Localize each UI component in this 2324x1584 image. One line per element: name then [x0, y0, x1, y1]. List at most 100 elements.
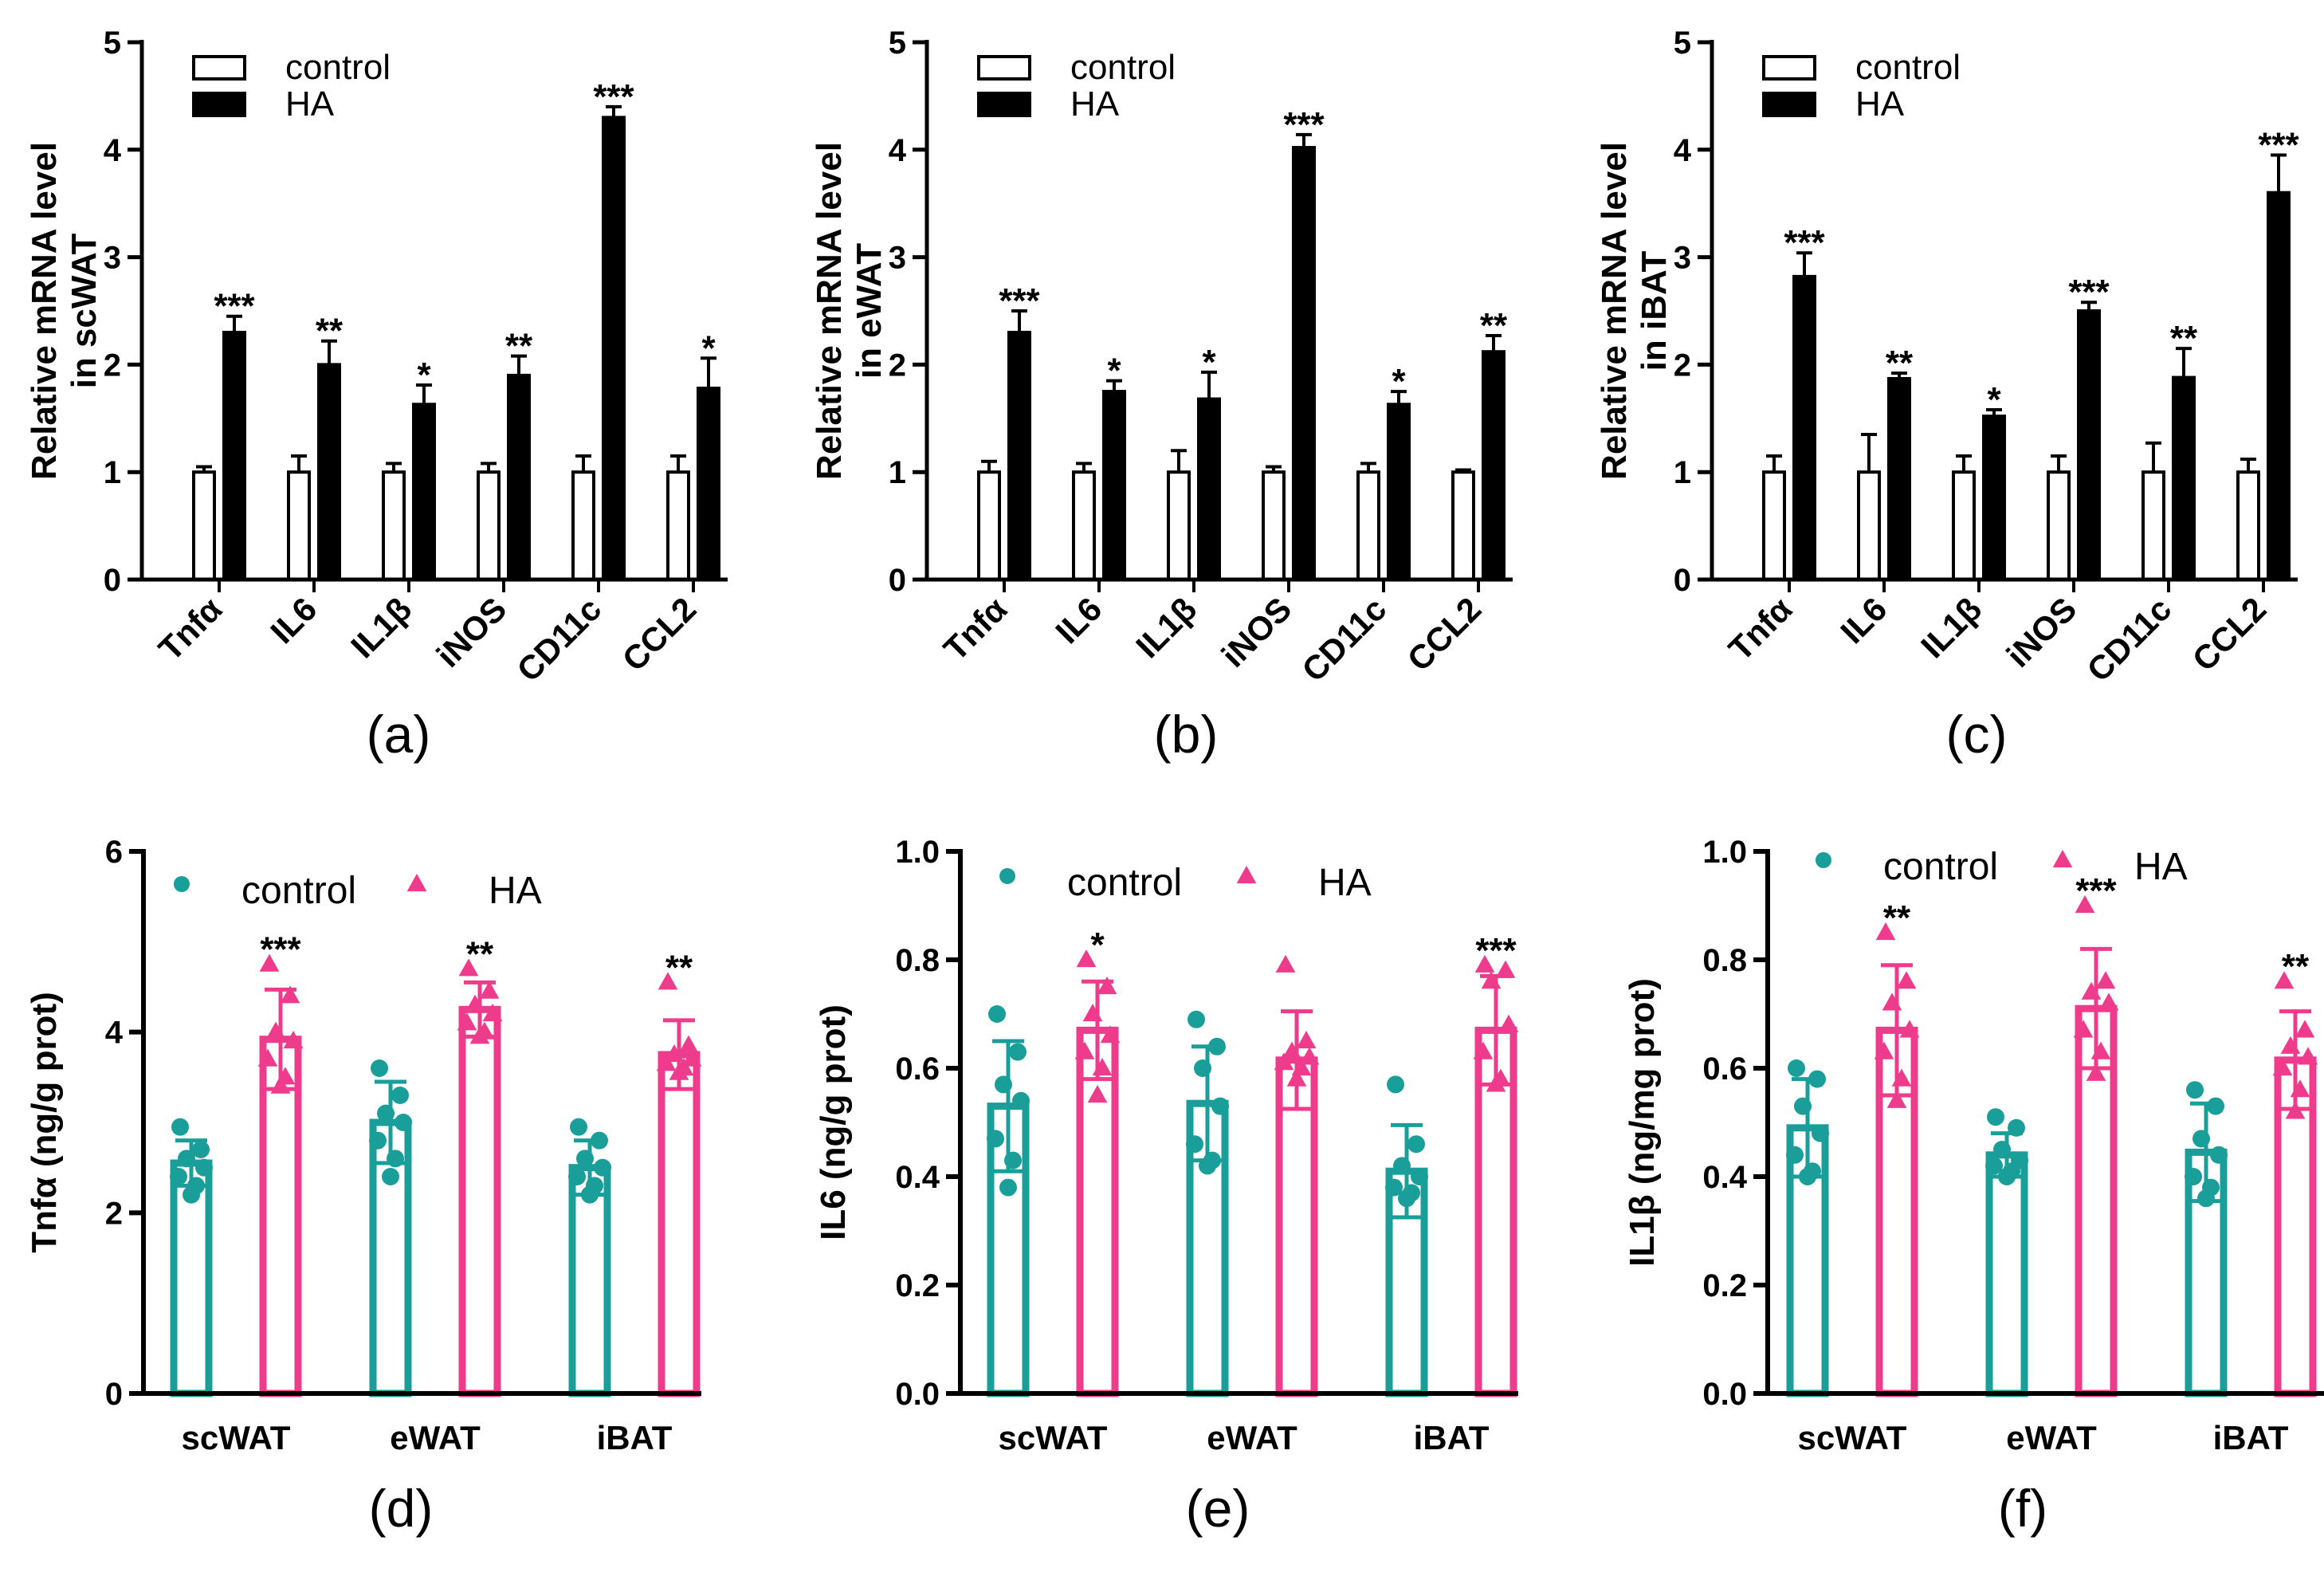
- data-point-control: [594, 1158, 611, 1177]
- data-point-control: [2186, 1081, 2204, 1099]
- bar-ha-tnfα: [1792, 274, 1816, 581]
- data-point-ha: [1097, 977, 1117, 995]
- legend-swatch-control: [192, 55, 246, 81]
- bar-ha-il1β: [1982, 415, 2006, 581]
- data-point-control: [1987, 1108, 2004, 1126]
- significance-label: ***: [2068, 273, 2110, 312]
- data-point-control: [192, 1141, 210, 1158]
- data-point-ha: [469, 1026, 490, 1044]
- y-tick-label: 0.2: [895, 1268, 940, 1303]
- data-point-control: [1808, 1070, 1826, 1088]
- data-point-ha: [2280, 1036, 2301, 1054]
- bar-control-il6: [287, 470, 311, 582]
- data-point-control: [1199, 1157, 1216, 1175]
- data-point-control: [581, 1185, 599, 1204]
- legend-label-ha: HA: [1855, 85, 1905, 124]
- y-axis-label: IL6 (ng/g prot): [814, 1004, 853, 1240]
- bar-control-cd11c: [2141, 470, 2165, 582]
- y-tick-label: 4: [105, 1016, 124, 1051]
- significance-label: **: [1480, 306, 1508, 345]
- legend-swatch-control: [977, 55, 1031, 81]
- chart-panel: 0.0 0.2 0.4 0.6 0.8 1.0 * scWAT eWAT *** iBAT IL6 (…: [814, 835, 1519, 1538]
- significance-label: ***: [2075, 871, 2117, 910]
- legend-label-control: control: [285, 48, 391, 87]
- x-tick-label: IL6: [263, 590, 324, 651]
- data-point-ha: [1274, 1052, 1294, 1071]
- panel-label: (f): [1998, 1479, 2047, 1538]
- legend-swatch-ha: [192, 92, 246, 117]
- data-point-control: [2197, 1189, 2215, 1208]
- x-tick-label: IL1β: [1914, 590, 1988, 665]
- y-tick-label: 1: [1674, 455, 1691, 490]
- data-point-control: [1407, 1135, 1425, 1154]
- significance-label: ***: [593, 77, 634, 116]
- data-point-ha: [457, 1012, 477, 1031]
- data-point-ha: [1282, 1041, 1302, 1059]
- x-tick-label: Tnfα: [936, 590, 1015, 668]
- data-point-control: [1812, 1124, 1829, 1142]
- y-tick-label: 0.8: [895, 943, 940, 978]
- x-tick-label: scWAT: [999, 1419, 1108, 1456]
- bar-ha-tnfα: [1007, 330, 1031, 581]
- bar-ha-ccl2: [697, 387, 720, 581]
- y-axis-label: IL1β (ng/mg prot): [1623, 978, 1662, 1267]
- bar-ha-inos: [2077, 309, 2101, 581]
- chart-panel: 0 1 2 3 4 5 *** Tnfα ** IL6 * IL1β ** iNOS *** CD11c * CC…: [25, 26, 728, 764]
- data-point-ha: [458, 958, 479, 977]
- data-point-ha: [2290, 1079, 2310, 1098]
- data-point-ha: [280, 985, 300, 1004]
- significance-label: *: [1202, 343, 1216, 382]
- data-point-ha: [1299, 1047, 1320, 1065]
- data-point-ha: [479, 981, 500, 999]
- chart-panel: 0.0 0.2 0.4 0.6 0.8 1.0 ** scWAT *** eWAT ** iBAT IL…: [1623, 835, 2324, 1538]
- bar-control-il1β: [382, 470, 406, 582]
- panel-label: (c): [1946, 705, 2008, 764]
- data-point-ha: [2272, 1058, 2293, 1076]
- data-point-control: [1993, 1141, 2011, 1158]
- data-point-ha: [1886, 1090, 1907, 1108]
- data-point-control: [195, 1158, 213, 1177]
- x-tick-label: CD11c: [1294, 590, 1393, 689]
- significance-label: **: [1883, 898, 1911, 937]
- bar-control-tnfα: [977, 470, 1001, 582]
- data-point-control: [1188, 1010, 1205, 1028]
- bar-control-cd11c: [1356, 470, 1380, 582]
- data-point-control: [178, 1150, 195, 1168]
- y-tick-label: 0: [105, 1377, 123, 1412]
- data-point-control: [1788, 1059, 1805, 1077]
- panel-label: (d): [369, 1479, 434, 1538]
- data-point-ha: [2095, 971, 2116, 989]
- data-point-ha: [658, 972, 678, 990]
- x-tick-label: CCL2: [615, 590, 704, 678]
- bar-ha-il1β: [1197, 397, 1221, 582]
- bar-control-il6: [1857, 470, 1881, 582]
- bar-ha-scwat: [1076, 1026, 1119, 1397]
- significance-label: ***: [1784, 223, 1825, 262]
- data-point-ha: [1275, 954, 1296, 973]
- x-tick-label: iBAT: [597, 1419, 673, 1456]
- bar-control-ewat: [1985, 1151, 2028, 1397]
- bar-ha-inos: [507, 373, 531, 581]
- data-point-control: [1004, 1151, 1022, 1169]
- y-axis-label-line: Relative mRNA level: [810, 142, 849, 480]
- y-tick-label: 2: [889, 348, 906, 383]
- data-point-ha: [1082, 1004, 1103, 1022]
- x-tick-label: iNOS: [2000, 590, 2084, 674]
- data-point-control: [1393, 1157, 1411, 1175]
- data-point-ha: [2274, 971, 2295, 989]
- y-tick-label: 4: [1674, 133, 1692, 168]
- panel-label: (e): [1186, 1479, 1250, 1538]
- data-point-ha: [2298, 1047, 2318, 1065]
- legend-label-control: control: [1883, 846, 1998, 888]
- data-point-ha: [465, 994, 485, 1012]
- legend-marker-control: [1816, 852, 1831, 868]
- data-point-control: [591, 1131, 608, 1150]
- data-point-ha: [1875, 922, 1896, 941]
- x-tick-label: IL6: [1833, 590, 1894, 651]
- data-point-control: [1985, 1157, 2003, 1175]
- bar-control-tnfα: [192, 470, 216, 582]
- data-point-ha: [1891, 1068, 1912, 1087]
- legend-label-control: control: [1855, 48, 1961, 87]
- significance-label: ***: [260, 930, 301, 969]
- x-tick-label: CD11c: [509, 590, 608, 689]
